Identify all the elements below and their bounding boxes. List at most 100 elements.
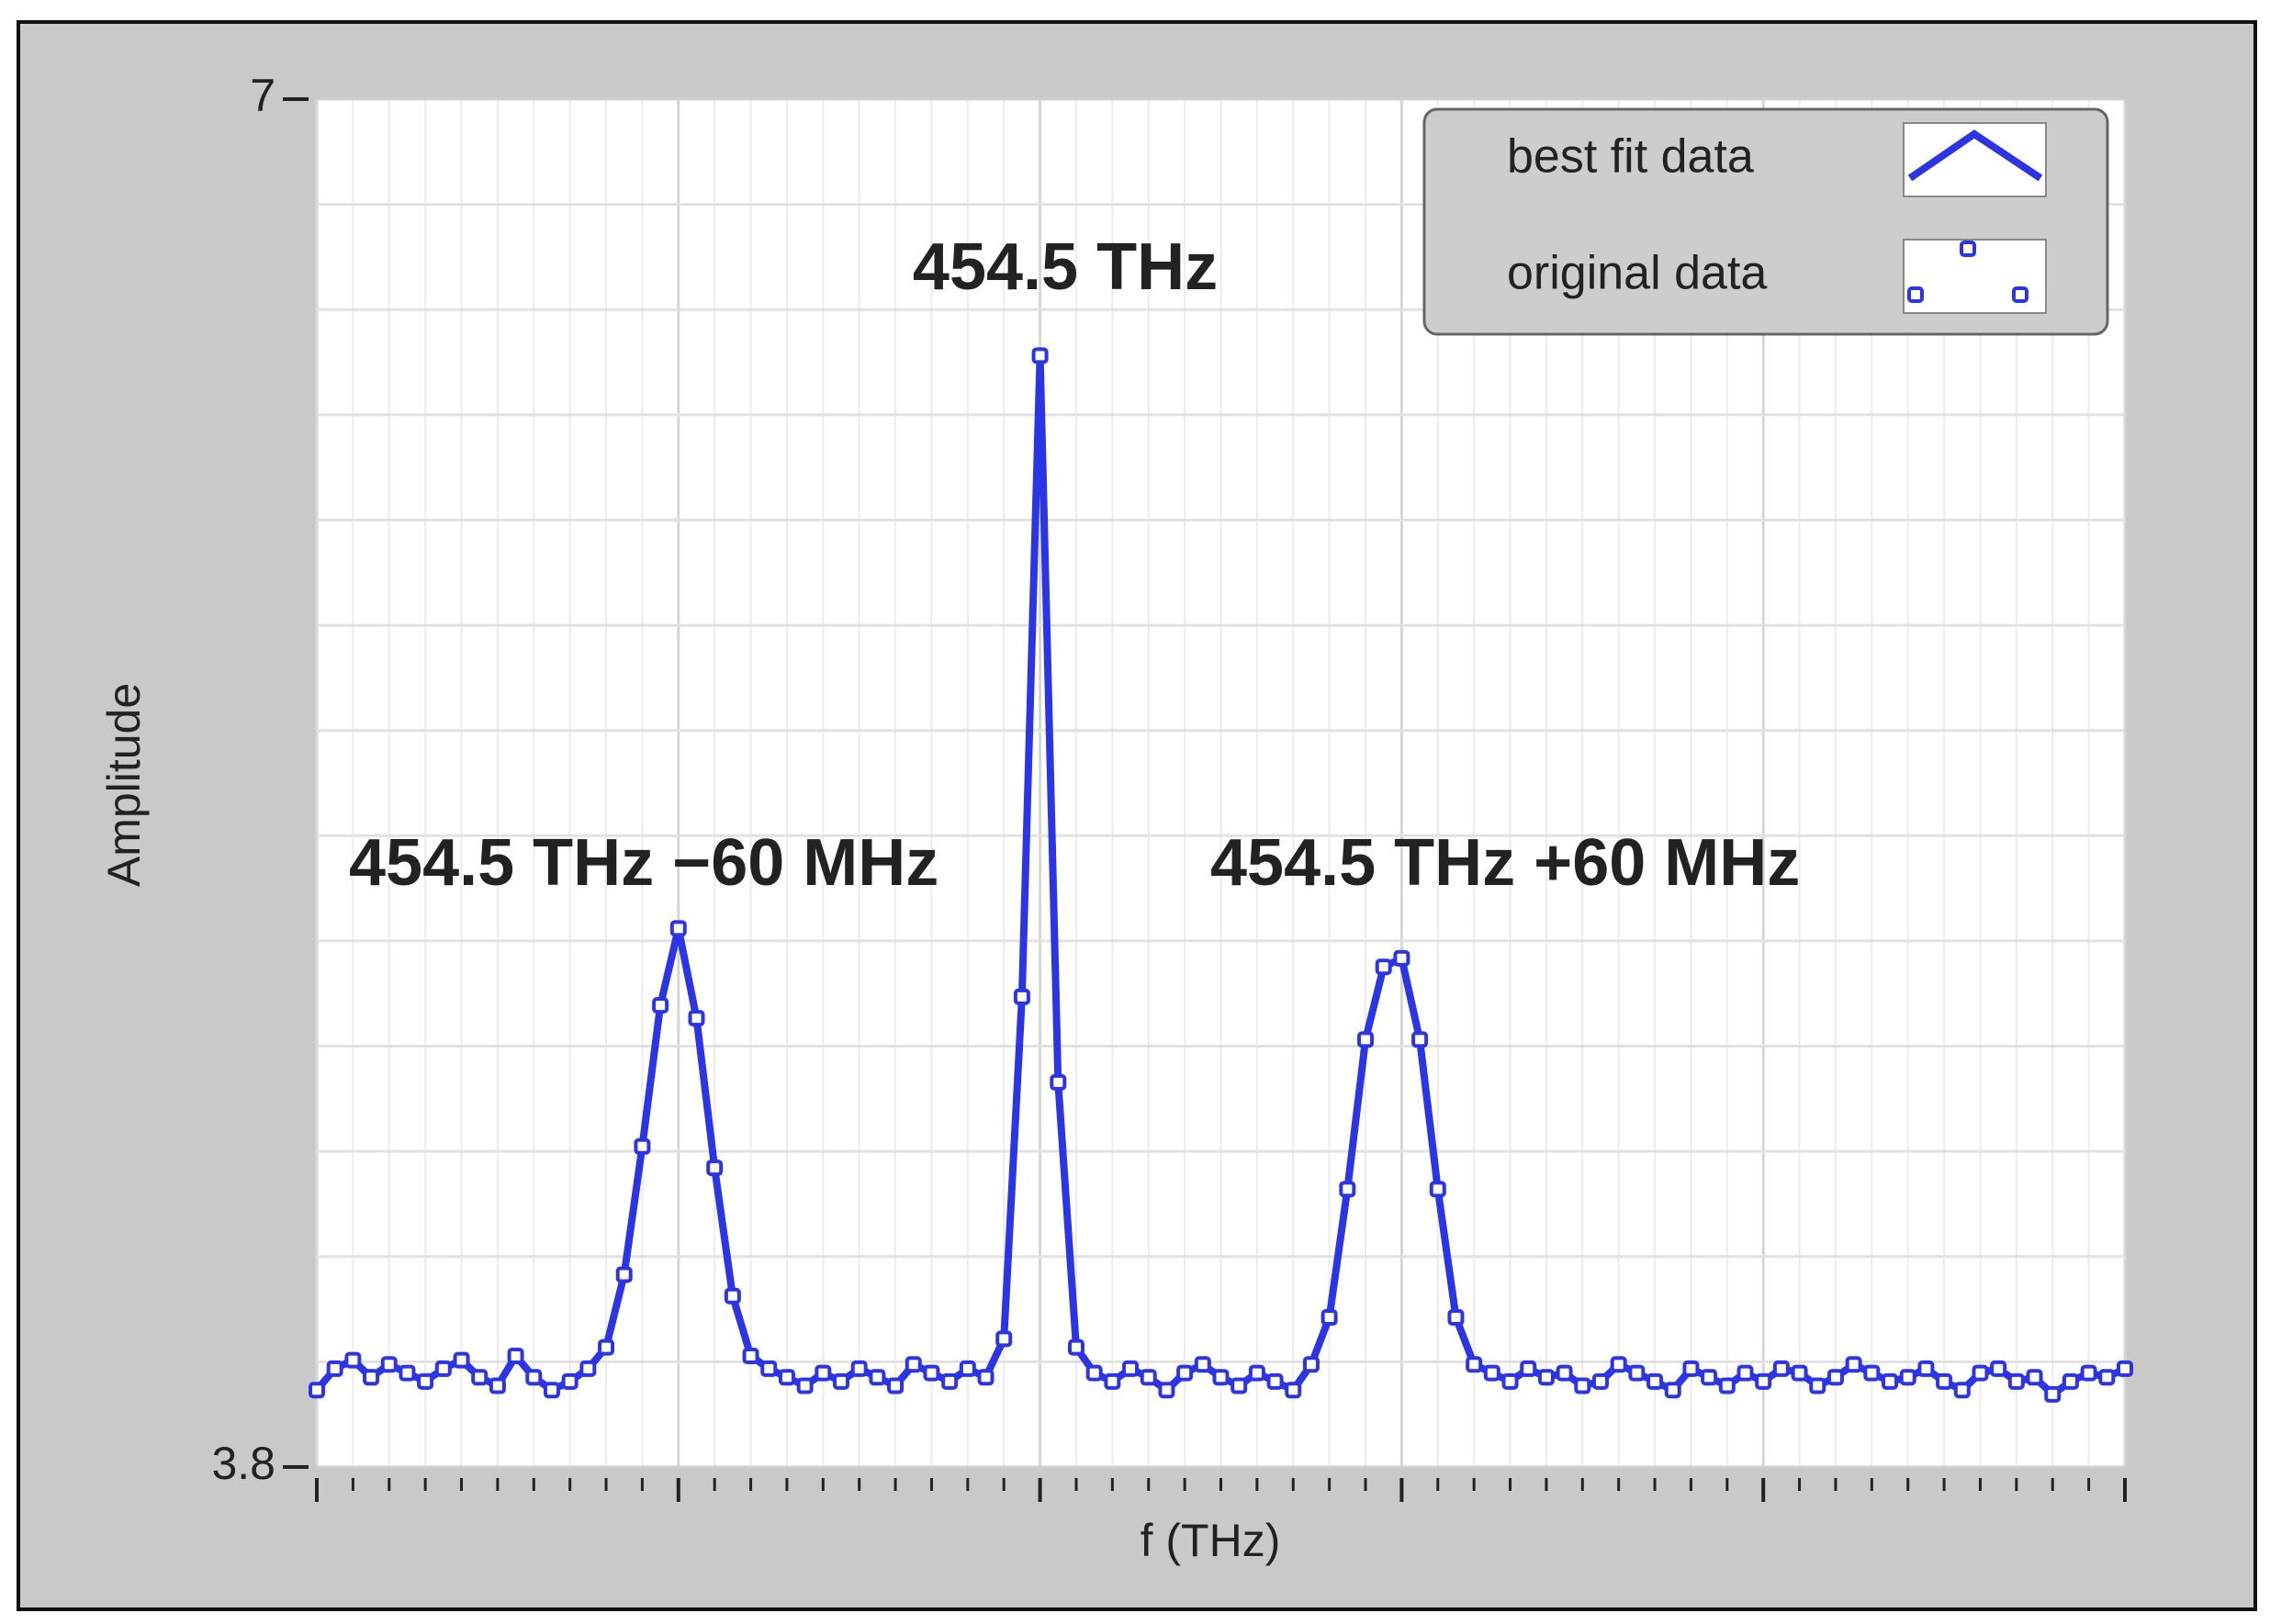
data-point: [1085, 1364, 1103, 1382]
data-point: [778, 1369, 795, 1386]
data-point: [1936, 1372, 1953, 1390]
data-point: [1772, 1360, 1790, 1377]
data-point: [688, 1010, 705, 1027]
data-point: [634, 1137, 651, 1155]
data-point: [543, 1382, 560, 1399]
data-point: [1972, 1364, 1989, 1382]
data-point: [1320, 1309, 1338, 1327]
data-point: [1067, 1338, 1084, 1356]
data-point: [1591, 1372, 1609, 1390]
y-axis-title: Amplitude: [98, 683, 150, 887]
data-point: [309, 1382, 325, 1399]
data-point: [815, 1364, 832, 1382]
data-point: [1302, 1356, 1320, 1373]
data-point: [742, 1347, 759, 1364]
data-point: [887, 1377, 905, 1394]
data-point: [923, 1364, 940, 1382]
data-point: [833, 1372, 850, 1390]
data-point: [1248, 1364, 1265, 1382]
y-tick-label: 3.8: [211, 1438, 275, 1489]
data-point: [1755, 1372, 1772, 1390]
data-point: [525, 1369, 543, 1386]
data-point: [561, 1372, 579, 1390]
data-point: [977, 1369, 995, 1386]
data-point: [471, 1369, 489, 1386]
data-point: [507, 1347, 524, 1364]
data-point: [434, 1360, 452, 1377]
legend-marker: [2012, 286, 2028, 303]
data-point: [995, 1330, 1013, 1348]
data-point: [1266, 1372, 1284, 1390]
data-point: [1736, 1364, 1754, 1382]
data-point: [1375, 958, 1392, 976]
data-point: [344, 1351, 362, 1369]
data-point: [1050, 1073, 1067, 1091]
data-point: [869, 1369, 886, 1386]
data-point: [1357, 1031, 1375, 1048]
data-point: [1845, 1356, 1862, 1373]
data-point: [2007, 1372, 2025, 1390]
data-point: [2098, 1369, 2116, 1386]
legend-marker: [1960, 241, 1976, 257]
data-point: [941, 1372, 959, 1390]
data-point: [363, 1369, 380, 1386]
annotation: 454.5 THz: [913, 230, 1218, 304]
data-point: [1628, 1364, 1646, 1382]
data-point: [850, 1360, 868, 1377]
data-point: [598, 1338, 615, 1356]
data-point: [1447, 1309, 1465, 1327]
data-point: [453, 1351, 470, 1369]
data-point: [1122, 1360, 1140, 1377]
data-point: [615, 1266, 633, 1283]
data-point: [724, 1287, 741, 1305]
data-point: [1140, 1369, 1157, 1386]
data-point: [1990, 1360, 2007, 1377]
data-point: [1466, 1356, 1483, 1373]
data-point: [1104, 1372, 1121, 1390]
data-point: [1339, 1181, 1356, 1198]
data-point: [1520, 1360, 1537, 1377]
data-point: [2062, 1372, 2079, 1390]
data-point: [905, 1356, 922, 1373]
data-point: [2026, 1369, 2043, 1386]
data-point: [399, 1364, 416, 1382]
data-point: [1953, 1382, 1971, 1399]
data-point: [1483, 1364, 1500, 1382]
data-point: [1826, 1369, 1844, 1386]
data-point: [1718, 1377, 1736, 1394]
data-point: [2044, 1385, 2062, 1403]
data-point: [1863, 1364, 1881, 1382]
data-point: [959, 1360, 976, 1377]
data-point: [706, 1159, 724, 1177]
legend: best fit data original data: [1422, 107, 2109, 336]
data-point: [417, 1372, 434, 1390]
data-point: [1556, 1364, 1573, 1382]
data-point: [1285, 1382, 1302, 1399]
data-point: [1194, 1356, 1211, 1373]
legend-line: [1907, 129, 2043, 182]
data-point: [760, 1360, 778, 1377]
data-point: [1882, 1372, 1899, 1390]
data-point: [1809, 1377, 1826, 1394]
data-point: [1646, 1372, 1664, 1390]
data-point: [380, 1356, 398, 1373]
data-point: [1176, 1364, 1194, 1382]
legend-label: best fit data: [1507, 130, 1754, 184]
data-point: [796, 1377, 814, 1394]
x-axis-title: f (THz): [1141, 1515, 1281, 1566]
data-point: [1013, 988, 1030, 1005]
data-point: [1212, 1369, 1230, 1386]
data-point: [1031, 347, 1049, 364]
data-point: [326, 1360, 343, 1377]
data-point: [2117, 1360, 2133, 1377]
data-point: [669, 920, 687, 937]
data-point: [1158, 1382, 1175, 1399]
data-point: [1682, 1360, 1700, 1377]
data-point: [2080, 1364, 2097, 1382]
data-point: [1610, 1356, 1627, 1373]
annotation: 454.5 THz +60 MHz: [1210, 826, 1800, 900]
marks: [309, 347, 2133, 1403]
data-point: [1393, 949, 1410, 967]
